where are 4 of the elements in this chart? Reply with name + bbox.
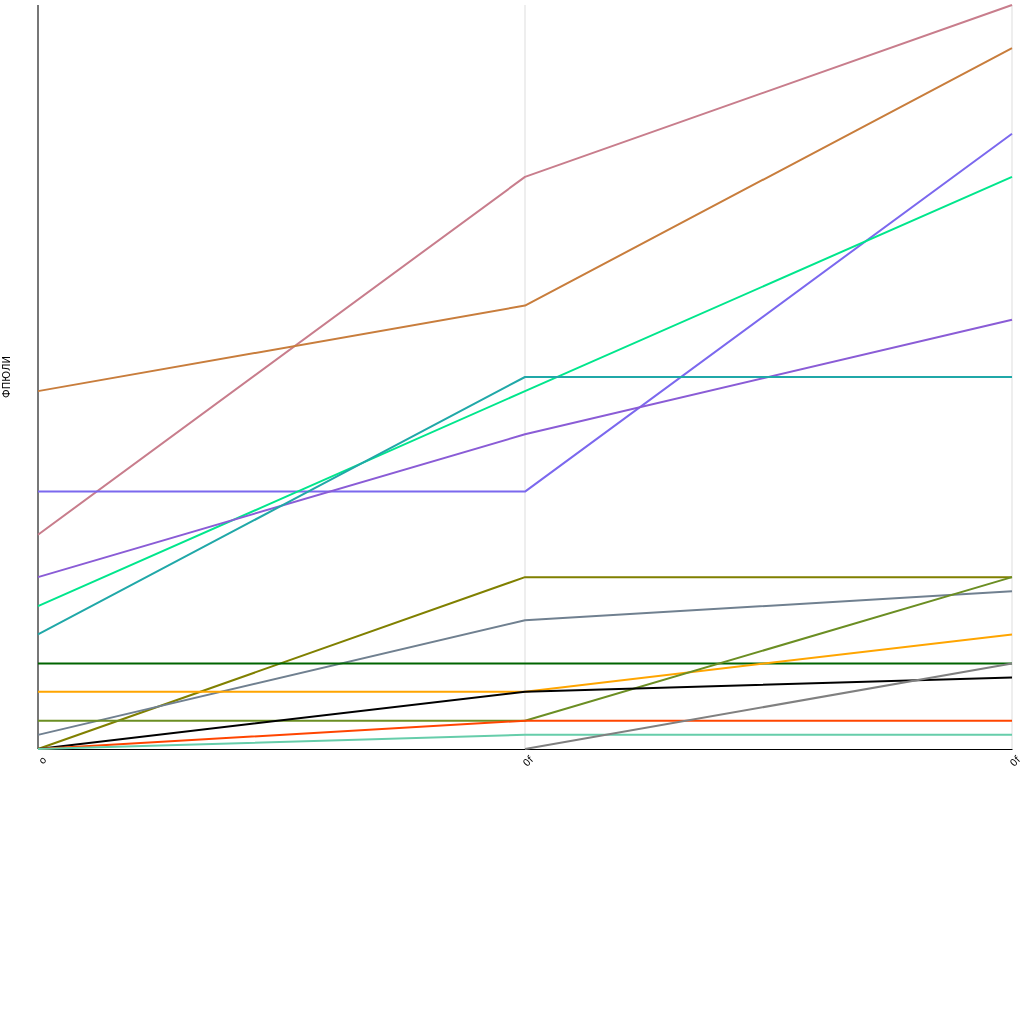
x-tick-label: o — [36, 753, 49, 767]
y-axis-title: ФПЮЛИ — [1, 356, 12, 398]
x-tick-label: 0f — [520, 753, 536, 769]
x-tick-label: 0f — [1007, 753, 1023, 769]
